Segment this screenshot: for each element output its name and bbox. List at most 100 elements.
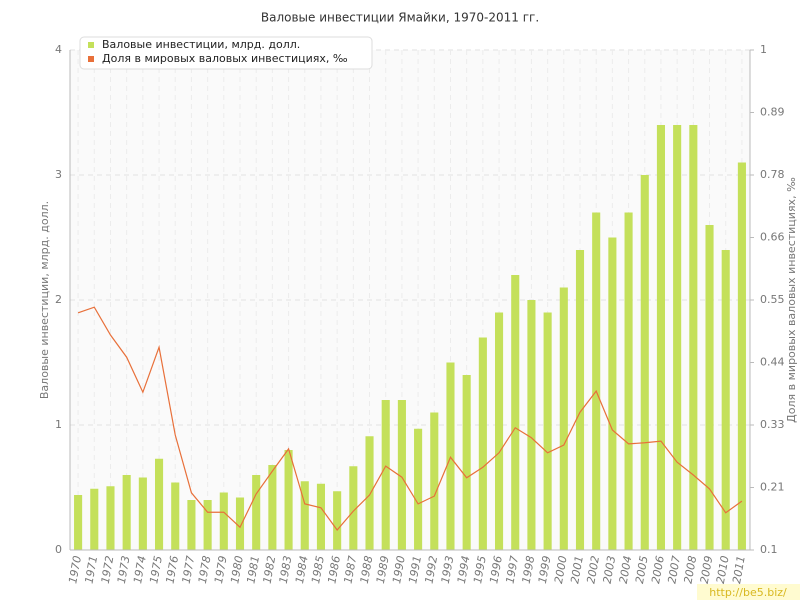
bar	[624, 212, 633, 550]
bar	[462, 375, 471, 550]
line	[77, 306, 743, 531]
bar	[74, 495, 83, 550]
bar	[138, 477, 147, 550]
bar	[689, 125, 698, 550]
marks	[74, 125, 746, 550]
bar	[203, 500, 212, 550]
y2-tick-label: 0.55	[760, 293, 785, 306]
x-tick-label: 2000	[552, 555, 570, 585]
bar	[252, 475, 261, 550]
bar	[737, 162, 746, 550]
y-tick-label: 1	[55, 418, 62, 431]
y2-tick-label: 0.78	[760, 168, 785, 181]
x-tick-label: 1980	[228, 555, 246, 585]
x-tick-label: 1979	[212, 555, 230, 585]
x-tick-label: 1999	[536, 555, 554, 585]
bar	[575, 250, 585, 550]
x-tick-label: 1993	[439, 555, 457, 585]
bar	[397, 400, 406, 550]
y2-axis-title: Доля в мировых валовых инвестициях, ‰	[785, 177, 798, 423]
y-tick-label: 3	[55, 168, 62, 181]
x-tick-label: 1984	[293, 555, 311, 585]
x-tick-label: 2009	[698, 555, 716, 585]
y2-tick-label: 0.1	[760, 543, 778, 556]
bar	[316, 483, 325, 550]
bar	[592, 212, 601, 550]
legend-swatch	[88, 42, 94, 48]
x-tick-label: 2002	[584, 555, 602, 585]
bar	[608, 237, 617, 550]
bar	[235, 497, 245, 550]
x-tick-label: 1988	[358, 555, 376, 585]
bar	[495, 312, 504, 550]
x-tick-label: 1976	[163, 555, 181, 585]
y2-tick-label: 0.89	[760, 106, 785, 119]
chart-title: Валовые инвестиции Ямайки, 1970-2011 гг.	[261, 11, 539, 25]
x-tick-label: 1981	[244, 555, 262, 585]
bar	[333, 491, 342, 550]
x-tick-label: 1983	[277, 555, 295, 585]
y-tick-label: 2	[55, 293, 62, 306]
x-tick-label: 1978	[196, 555, 214, 585]
bar	[284, 450, 293, 550]
x-tick-label: 2011	[730, 555, 748, 585]
x-tick-label: 2008	[682, 555, 700, 585]
bar	[90, 488, 99, 550]
bar	[349, 466, 358, 550]
bar	[268, 465, 277, 550]
y2-tick-label: 0.21	[760, 481, 785, 494]
x-tick-label: 2004	[617, 555, 635, 585]
x-tick-label: 1972	[99, 555, 117, 585]
legend	[79, 36, 373, 70]
bar	[106, 486, 115, 550]
x-tick-label: 1982	[261, 555, 279, 585]
bar	[171, 482, 180, 550]
legend-swatch	[88, 56, 94, 62]
x-tick-label: 1989	[374, 555, 392, 585]
y2-tick-label: 0.66	[760, 231, 785, 244]
bar	[673, 125, 682, 550]
bar	[300, 481, 309, 550]
x-tick-label: 1973	[115, 555, 133, 585]
x-tick-label: 1986	[325, 555, 343, 585]
bar	[155, 458, 164, 550]
bar	[527, 300, 536, 550]
x-tick-label: 1995	[471, 555, 489, 585]
x-tick-label: 2003	[601, 555, 619, 585]
bar	[430, 412, 439, 550]
bar	[559, 287, 568, 550]
x-tick-label: 1971	[83, 555, 101, 585]
x-tick-label: 2006	[649, 555, 667, 585]
x-tick-label: 1996	[487, 555, 505, 585]
x-tick-label: 1994	[455, 555, 473, 585]
y-axis-title: Валовые инвестиции, млрд. долл.	[38, 201, 51, 399]
plot-area	[70, 50, 750, 550]
x-tick-label: 1977	[180, 555, 198, 585]
bar	[543, 312, 552, 550]
x-tick-label: 1991	[406, 555, 424, 585]
y-tick-label: 0	[55, 543, 62, 556]
x-tick-label: 1985	[309, 555, 327, 585]
y-tick-label: 4	[55, 43, 62, 56]
watermark: http://be5.biz/	[709, 586, 787, 599]
bar	[721, 250, 730, 550]
bar	[446, 362, 455, 550]
x-tick-label: 1975	[147, 555, 165, 585]
bar	[187, 500, 196, 550]
bar	[478, 337, 487, 550]
x-tick-label: 2010	[714, 555, 732, 585]
x-tick-label: 1974	[131, 555, 149, 585]
x-tick-label: 1970	[66, 555, 84, 585]
bar	[640, 175, 649, 550]
bar	[656, 125, 665, 550]
y2-tick-label: 0.33	[760, 418, 785, 431]
bar	[122, 475, 131, 550]
watermark-bg	[697, 584, 800, 600]
x-tick-label: 1998	[520, 555, 538, 585]
x-tick-label: 1990	[390, 555, 408, 585]
bar	[511, 275, 520, 550]
bar	[705, 225, 714, 550]
x-tick-label: 2005	[633, 555, 651, 585]
legend-label: Доля в мировых валовых инвестициях, ‰	[102, 52, 348, 65]
